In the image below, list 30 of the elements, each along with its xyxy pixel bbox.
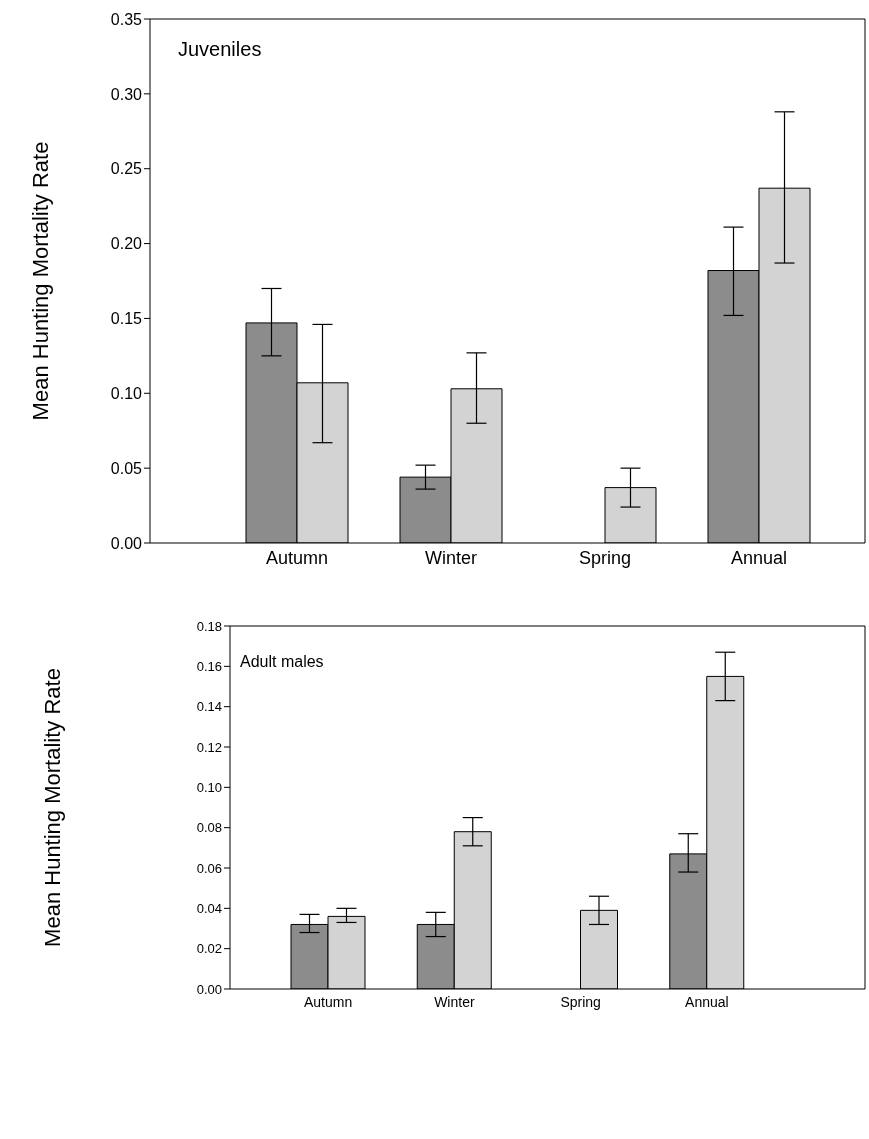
y-tick-label: 0.12: [196, 739, 222, 755]
y-tick-label: 0.02: [196, 941, 222, 957]
y-tick-label: 0.25: [110, 160, 143, 178]
x-tick-label: Annual: [730, 547, 788, 568]
y-tick-label: 0.04: [196, 900, 222, 916]
x-tick-label: Spring: [560, 993, 601, 1010]
y-tick-label: 0.00: [196, 981, 222, 997]
text: Juveniles: [178, 38, 262, 61]
y-tick-label: 0.06: [196, 860, 222, 876]
y-tick-label: 0.10: [196, 779, 222, 795]
x-tick-label: Autumn: [265, 547, 329, 568]
y-tick-label: 0.30: [110, 85, 143, 103]
y-axis-title: Mean Hunting Mortality Rate: [39, 668, 65, 947]
x-tick-label: Autumn: [304, 993, 353, 1010]
x-tick-label: Winter: [434, 993, 475, 1010]
y-axis-title: Mean Hunting Mortality Rate: [27, 141, 53, 421]
y-tick-label: 0.14: [196, 699, 222, 715]
y-tick-label: 0.35: [110, 10, 143, 28]
y-tick-label: 0.15: [110, 310, 143, 328]
text: Adult males: [240, 653, 324, 671]
y-tick-label: 0.08: [196, 820, 222, 836]
x-tick-label: Winter: [424, 547, 478, 568]
x-tick-label: Annual: [685, 993, 729, 1010]
y-tick-label: 0.16: [196, 658, 222, 674]
y-tick-label: 0.05: [110, 459, 143, 477]
y-tick-label: 0.20: [110, 235, 143, 253]
x-tick-label: Spring: [578, 547, 632, 568]
y-tick-label: 0.00: [110, 534, 143, 552]
y-tick-label: 0.10: [110, 384, 143, 402]
y-tick-label: 0.18: [196, 618, 222, 634]
